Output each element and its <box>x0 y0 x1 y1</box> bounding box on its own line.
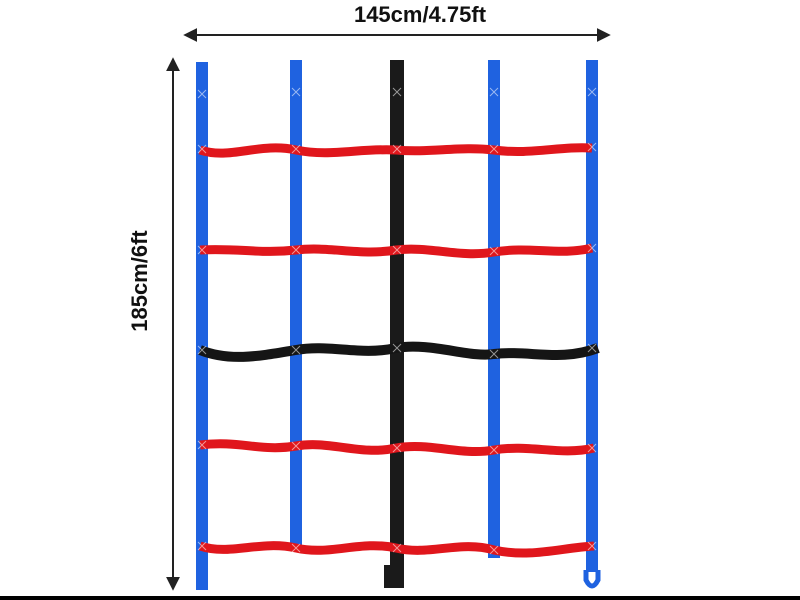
strap-end-black <box>384 565 404 588</box>
vertical-strap-5 <box>586 60 598 572</box>
vertical-strap-3 <box>390 60 404 588</box>
rung-4 <box>199 439 596 457</box>
rung-2 <box>199 243 594 259</box>
vertical-strap-4 <box>488 60 500 558</box>
vertical-straps <box>196 60 601 590</box>
rung-5 <box>198 541 595 558</box>
height-dimension-label: 185cm/6ft <box>127 230 152 332</box>
width-dimension-label: 145cm/4.75ft <box>353 2 487 27</box>
stitch-marks <box>197 87 597 555</box>
strap-end-loop <box>583 570 601 589</box>
bottom-border <box>0 596 800 600</box>
rung-3 <box>198 341 600 362</box>
vertical-strap-1 <box>196 62 208 590</box>
vertical-strap-2 <box>290 60 302 550</box>
